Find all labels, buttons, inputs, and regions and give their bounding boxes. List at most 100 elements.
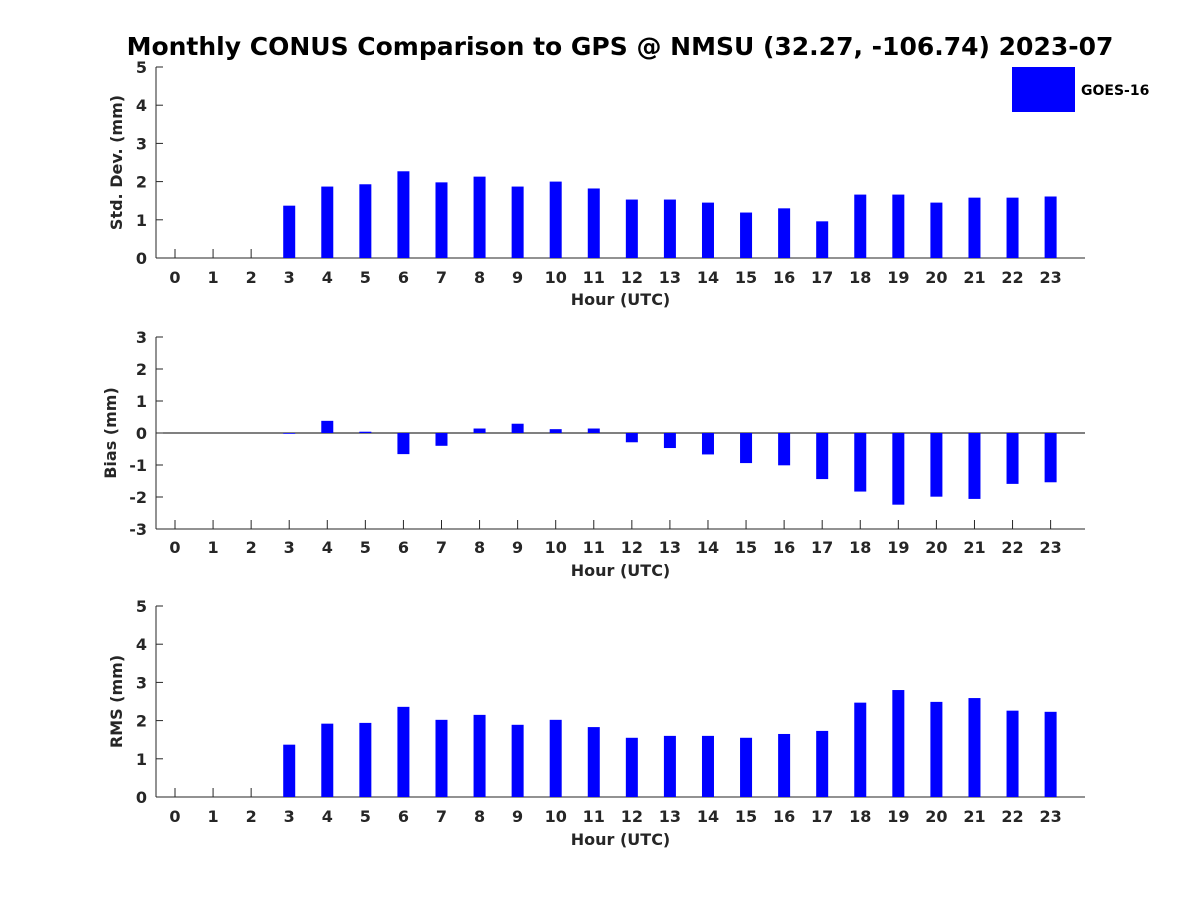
bias-bar-hour-14 [701, 433, 714, 455]
bias-y-tick-label: 3 [136, 328, 147, 347]
std-dev-y-tick-label: 1 [136, 211, 147, 230]
std-dev-x-tick-label: 10 [545, 268, 567, 287]
std-dev-x-tick-label: 6 [398, 268, 409, 287]
bias-bar-hour-3 [283, 433, 296, 434]
std-dev-bar-hour-11 [587, 188, 600, 258]
bias-bar-hour-8 [473, 428, 486, 433]
rms-x-tick-label: 0 [169, 807, 180, 826]
bias-x-tick-label: 22 [1001, 538, 1023, 557]
rms-x-tick-label: 23 [1039, 807, 1061, 826]
rms-x-tick-label: 9 [512, 807, 523, 826]
std-dev-bar-hour-18 [854, 194, 867, 258]
rms-x-tick-label: 20 [925, 807, 947, 826]
rms-y-tick-label: 2 [136, 712, 147, 731]
rms-bar-hour-13 [663, 735, 676, 797]
std-dev-y-tick-label: 3 [136, 134, 147, 153]
std-dev-bar-hour-12 [625, 199, 638, 258]
std-dev-bar-hour-15 [740, 212, 753, 258]
bias-x-tick-label: 9 [512, 538, 523, 557]
std-dev-bar-hour-8 [473, 176, 486, 258]
std-dev-x-axis-label: Hour (UTC) [571, 290, 671, 309]
rms-bar-hour-16 [778, 733, 791, 797]
rms-x-axis-label: Hour (UTC) [571, 830, 671, 849]
bias-y-tick-label: -1 [129, 456, 147, 475]
rms-x-tick-label: 4 [322, 807, 333, 826]
rms-y-tick-label: 0 [136, 788, 147, 807]
bias-bar-hour-12 [625, 433, 638, 443]
rms-x-tick-label: 13 [659, 807, 681, 826]
rms-x-tick-label: 3 [284, 807, 295, 826]
rms-bar-hour-20 [930, 701, 943, 797]
rms-bar-hour-17 [816, 730, 829, 797]
bias-x-tick-label: 6 [398, 538, 409, 557]
bias-x-tick-label: 18 [849, 538, 871, 557]
std-dev-bar-hour-19 [892, 194, 905, 258]
std-dev-bar-hour-21 [968, 197, 981, 258]
std-dev-bar-hour-3 [283, 205, 296, 258]
rms-x-tick-label: 1 [207, 807, 218, 826]
bias-bar-hour-22 [1006, 433, 1019, 484]
std-dev-x-tick-label: 14 [697, 268, 719, 287]
rms-x-tick-label: 15 [735, 807, 757, 826]
rms-y-tick-label: 5 [136, 597, 147, 616]
bias-y-tick-label: -3 [129, 520, 147, 539]
bias-x-tick-label: 4 [322, 538, 333, 557]
bias-bar-hour-9 [511, 423, 524, 433]
rms-bar-hour-15 [740, 737, 753, 797]
rms-bar-hour-4 [321, 723, 334, 797]
rms-bar-hour-7 [435, 719, 448, 797]
std-dev-x-tick-label: 8 [474, 268, 485, 287]
std-dev-x-tick-label: 18 [849, 268, 871, 287]
rms-y-tick-label: 4 [136, 635, 147, 654]
rms-bar-hour-23 [1044, 711, 1057, 797]
bias-x-tick-label: 15 [735, 538, 757, 557]
bias-x-tick-label: 8 [474, 538, 485, 557]
std-dev-bar-hour-4 [321, 186, 334, 258]
std-dev-x-tick-label: 16 [773, 268, 795, 287]
bias-bar-hour-7 [435, 433, 448, 446]
bias-bar-hour-21 [968, 433, 981, 499]
rms-x-tick-label: 5 [360, 807, 371, 826]
bias-bar-hour-10 [549, 429, 562, 433]
rms-x-tick-label: 22 [1001, 807, 1023, 826]
std-dev-x-tick-label: 1 [207, 268, 218, 287]
bias-x-tick-label: 3 [284, 538, 295, 557]
bias-x-tick-label: 2 [246, 538, 257, 557]
bias-x-tick-label: 16 [773, 538, 795, 557]
bias-x-tick-label: 5 [360, 538, 371, 557]
rms-bar-hour-14 [701, 735, 714, 797]
rms-x-tick-label: 21 [963, 807, 985, 826]
rms-y-tick-label: 1 [136, 750, 147, 769]
rms-x-tick-label: 10 [545, 807, 567, 826]
rms-x-tick-label: 7 [436, 807, 447, 826]
bias-y-tick-label: 1 [136, 392, 147, 411]
rms-bar-hour-19 [892, 690, 905, 797]
bias-bar-hour-23 [1044, 433, 1057, 483]
std-dev-x-tick-label: 13 [659, 268, 681, 287]
figure-title: Monthly CONUS Comparison to GPS @ NMSU (… [127, 32, 1114, 61]
rms-bar-hour-11 [587, 727, 600, 797]
bias-bar-hour-19 [892, 433, 905, 505]
bias-x-tick-label: 23 [1039, 538, 1061, 557]
std-dev-x-tick-label: 3 [284, 268, 295, 287]
std-dev-bar-hour-6 [397, 171, 410, 258]
rms-x-tick-label: 14 [697, 807, 719, 826]
legend-label: GOES-16 [1081, 83, 1149, 99]
std-dev-x-tick-label: 17 [811, 268, 833, 287]
bias-x-tick-label: 1 [207, 538, 218, 557]
std-dev-y-axis-label: Std. Dev. (mm) [107, 95, 126, 230]
rms-x-tick-label: 17 [811, 807, 833, 826]
bias-bar-hour-13 [663, 433, 676, 449]
bias-x-tick-label: 7 [436, 538, 447, 557]
bias-x-axis-label: Hour (UTC) [571, 561, 671, 580]
rms-bar-hour-8 [473, 714, 486, 797]
bias-bar-hour-5 [359, 431, 372, 433]
bias-x-tick-label: 12 [621, 538, 643, 557]
bias-x-tick-label: 11 [583, 538, 605, 557]
bias-y-tick-label: 0 [136, 424, 147, 443]
bias-x-tick-label: 10 [545, 538, 567, 557]
std-dev-y-tick-label: 4 [136, 96, 147, 115]
std-dev-bar-hour-20 [930, 202, 943, 258]
